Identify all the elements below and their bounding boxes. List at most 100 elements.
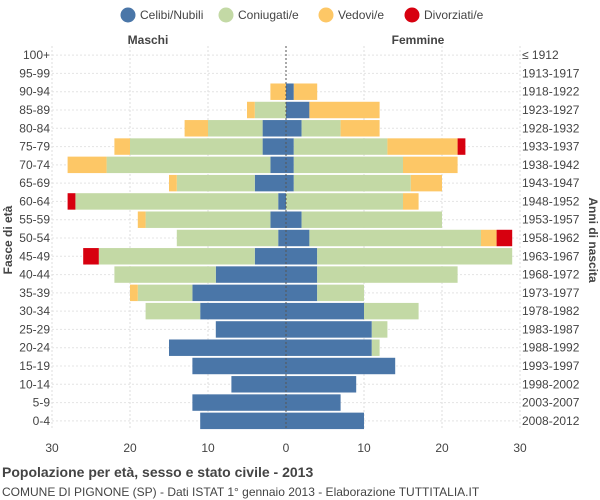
- bar-female-coniugati-80-84: [301, 120, 341, 137]
- bar-female-divorziati-75-79: [457, 138, 466, 155]
- bar-female-celibi-70-74: [286, 156, 294, 174]
- bar-female-celibi-65-69: [286, 174, 294, 192]
- birth-year-tick-label: 1973-1977: [522, 286, 580, 300]
- bar-male-vedovi-35-39: [130, 284, 138, 302]
- birth-year-tick-label: 1948-1952: [522, 194, 580, 208]
- legend-label-coniugati: Coniugati/e: [238, 8, 299, 22]
- bar-female-coniugati-55-59: [301, 211, 442, 228]
- bar-male-coniugati-85-89: [254, 101, 286, 119]
- bar-female-celibi-35-39: [286, 284, 318, 302]
- bar-male-celibi-15-19: [192, 357, 286, 375]
- bar-male-celibi-30-34: [200, 302, 286, 320]
- bar-female-vedovi-70-74: [403, 156, 458, 174]
- bar-male-celibi-50-54: [278, 229, 286, 247]
- bar-female-celibi-50-54: [286, 229, 310, 247]
- bar-female-celibi-45-49: [286, 248, 318, 265]
- legend-label-celibi: Celibi/Nubili: [140, 8, 203, 22]
- age-tick-label: 100+: [23, 48, 50, 62]
- legend-swatch-coniugati: [218, 7, 234, 23]
- age-tick-label: 75-79: [19, 140, 50, 154]
- legend-swatch-celibi: [120, 7, 136, 23]
- birth-year-tick-label: 1978-1982: [522, 304, 580, 318]
- birth-year-tick-label: 1923-1927: [522, 103, 580, 117]
- age-tick-label: 0-4: [33, 414, 51, 428]
- y-axis-right-title: Anni di nascita: [586, 197, 600, 283]
- bar-female-celibi-15-19: [286, 357, 396, 375]
- bar-male-celibi-20-24: [169, 339, 286, 356]
- bar-male-vedovi-75-79: [114, 138, 130, 155]
- age-tick-label: 70-74: [19, 158, 50, 172]
- bar-male-coniugati-70-74: [106, 156, 271, 174]
- bar-male-divorziati-45-49: [83, 248, 99, 265]
- age-tick-label: 95-99: [19, 66, 50, 80]
- bar-male-vedovi-90-94: [270, 83, 286, 100]
- bar-male-celibi-25-29: [215, 321, 286, 338]
- birth-year-axis: ≤ 1912 1913-1917 1918-1922 1923-1927 1928-19…: [522, 48, 580, 428]
- birth-year-tick-label: 1993-1997: [522, 359, 580, 373]
- age-tick-label: 30-34: [19, 304, 50, 318]
- bar-female-celibi-5-9: [286, 394, 341, 411]
- birth-year-tick-label: 1963-1967: [522, 249, 580, 263]
- bar-female-coniugati-50-54: [309, 229, 481, 247]
- bar-male-coniugati-50-54: [176, 229, 279, 247]
- bar-female-celibi-75-79: [286, 138, 294, 155]
- age-tick-label: 90-94: [19, 85, 50, 99]
- bar-male-vedovi-85-89: [247, 101, 255, 119]
- bar-male-vedovi-65-69: [169, 174, 177, 192]
- bar-male-celibi-5-9: [192, 394, 286, 411]
- bar-female-coniugati-20-24: [371, 339, 380, 356]
- age-tick-label: 50-54: [19, 231, 50, 245]
- x-tick-label: 30: [45, 441, 59, 455]
- age-tick-label: 20-24: [19, 341, 50, 355]
- age-tick-label: 85-89: [19, 103, 50, 117]
- x-tick-label: 30: [513, 441, 527, 455]
- age-tick-label: 15-19: [19, 359, 50, 373]
- bar-female-coniugati-40-44: [317, 266, 458, 283]
- chart-title: Popolazione per età, sesso e stato civil…: [2, 464, 314, 480]
- age-tick-label: 5-9: [33, 396, 51, 410]
- bar-male-celibi-35-39: [192, 284, 286, 302]
- bar-female-vedovi-85-89: [309, 101, 380, 119]
- bar-female-vedovi-80-84: [340, 120, 380, 137]
- bar-male-celibi-60-64: [278, 193, 286, 210]
- birth-year-tick-label: 1998-2002: [522, 377, 580, 391]
- bar-female-coniugati-35-39: [317, 284, 364, 302]
- bar-female-vedovi-50-54: [481, 229, 497, 247]
- birth-year-tick-label: 1958-1962: [522, 231, 580, 245]
- bar-male-coniugati-55-59: [145, 211, 271, 228]
- bar-female-celibi-40-44: [286, 266, 318, 283]
- age-tick-label: 45-49: [19, 249, 50, 263]
- bar-male-coniugati-60-64: [75, 193, 279, 210]
- bar-female-coniugati-75-79: [293, 138, 388, 155]
- bar-female-coniugati-65-69: [293, 174, 411, 192]
- bar-female-vedovi-60-64: [403, 193, 419, 210]
- age-tick-label: 35-39: [19, 286, 50, 300]
- y-axis-title: Fasce di età: [1, 205, 15, 274]
- birth-year-tick-label: 1983-1987: [522, 322, 580, 336]
- birth-year-tick-label: 2003-2007: [522, 396, 580, 410]
- x-axis: 30 20 10 0 10 20 30: [45, 441, 527, 455]
- legend-swatch-divorziati: [404, 7, 420, 23]
- bar-male-celibi-65-69: [254, 174, 286, 192]
- age-axis: 100+ 95-99 90-94 85-89 80-84 75-79 70-74 65-69 6…: [19, 48, 50, 428]
- legend-swatch-vedovi: [318, 7, 334, 23]
- bar-female-celibi-25-29: [286, 321, 372, 338]
- bar-female-celibi-90-94: [286, 83, 294, 100]
- age-tick-label: 10-14: [19, 377, 50, 391]
- age-tick-label: 25-29: [19, 322, 50, 336]
- bar-male-vedovi-55-59: [137, 211, 146, 228]
- bar-male-coniugati-30-34: [145, 302, 201, 320]
- bar-male-celibi-80-84: [262, 120, 286, 137]
- x-tick-label: 0: [283, 441, 290, 455]
- x-tick-label: 10: [201, 441, 215, 455]
- bar-male-celibi-70-74: [270, 156, 286, 174]
- age-tick-label: 65-69: [19, 176, 50, 190]
- bar-male-celibi-0-4: [200, 412, 286, 430]
- bar-male-celibi-75-79: [262, 138, 286, 155]
- birth-year-tick-label: 1913-1917: [522, 66, 580, 80]
- birth-year-tick-label: 1918-1922: [522, 85, 580, 99]
- bar-female-coniugati-60-64: [286, 193, 403, 210]
- bar-female-celibi-55-59: [286, 211, 302, 228]
- bar-female-divorziati-50-54: [496, 229, 513, 247]
